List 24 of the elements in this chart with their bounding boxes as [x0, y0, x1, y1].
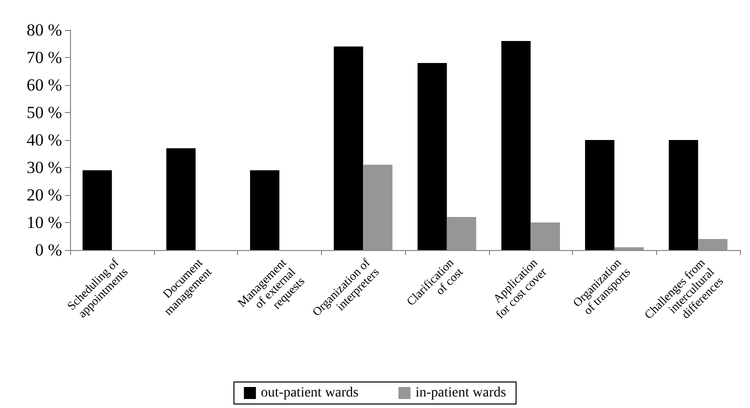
- y-tick-label: 0 %: [35, 240, 62, 260]
- y-tick-label: 50 %: [26, 103, 62, 122]
- y-tick-label: 60 %: [26, 76, 62, 94]
- bar: [334, 46, 364, 250]
- bar: [530, 222, 560, 250]
- bar: [614, 247, 644, 250]
- bar: [363, 164, 392, 250]
- y-tick-label: 80 %: [26, 20, 62, 40]
- bar: [166, 148, 196, 250]
- legend-label: in-patient wards: [416, 386, 506, 400]
- bar: [446, 217, 476, 250]
- bar: [418, 63, 447, 250]
- bar: [698, 239, 728, 250]
- bar: [668, 140, 698, 250]
- bar: [82, 170, 112, 250]
- bar: [250, 170, 280, 250]
- legend-label: out-patient wards: [260, 386, 359, 400]
- y-tick-label: 10 %: [26, 213, 62, 232]
- y-tick-label: 40 %: [26, 130, 62, 150]
- bar: [585, 140, 614, 250]
- y-tick-label: 20 %: [26, 186, 62, 204]
- y-tick-label: 70 %: [26, 48, 62, 67]
- y-tick-label: 30 %: [26, 158, 62, 177]
- bar: [501, 41, 531, 250]
